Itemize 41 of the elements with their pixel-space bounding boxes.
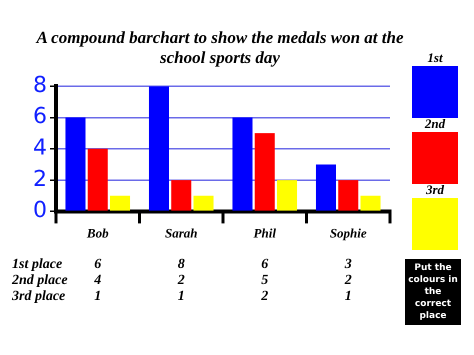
bar: [232, 118, 252, 211]
bar: [193, 196, 214, 211]
x-tick-label: Bob: [86, 226, 110, 241]
y-tick-label: 0: [32, 198, 47, 224]
chart-title: A compound barchart to show the medals won at the school sports day: [34, 28, 404, 68]
text: 1st place: [12, 257, 64, 273]
text: 2nd: [424, 116, 446, 132]
y-tick-label: 4: [32, 136, 47, 161]
y-tick-label: 6: [32, 104, 47, 130]
data-label: 6: [260, 257, 270, 273]
bar: [316, 164, 336, 211]
data-label: 2: [176, 273, 186, 289]
text: 2nd place: [12, 273, 68, 289]
bar: [254, 133, 275, 211]
bar: [171, 180, 192, 211]
bar: [276, 180, 298, 211]
bar: [360, 196, 381, 211]
data-label: 2: [344, 273, 353, 289]
text: 3rd: [424, 182, 446, 198]
bar: [148, 86, 169, 211]
data-label: 1: [176, 289, 186, 305]
data-label: 1: [93, 289, 102, 305]
text: 3rd place: [12, 289, 66, 305]
data-label: 3: [344, 257, 353, 273]
data-label: 4: [93, 273, 102, 289]
bar: [338, 180, 358, 211]
text: 1st: [426, 50, 444, 66]
x-tick-label: Phil: [254, 226, 276, 241]
data-label: 5: [260, 273, 270, 289]
x-tick-label: Sophie: [330, 226, 367, 241]
bar: [110, 196, 130, 211]
text: Put the colours in the correct place: [405, 259, 461, 325]
bar: [88, 148, 108, 211]
data-label: 2: [260, 289, 270, 305]
x-tick-label: Sarah: [164, 226, 198, 241]
y-tick-label: 8: [32, 72, 47, 98]
data-label: 6: [93, 257, 102, 273]
bar: [65, 118, 86, 211]
data-label: 8: [176, 257, 186, 273]
y-tick-label: 2: [32, 166, 47, 192]
data-label: 1: [344, 289, 353, 305]
